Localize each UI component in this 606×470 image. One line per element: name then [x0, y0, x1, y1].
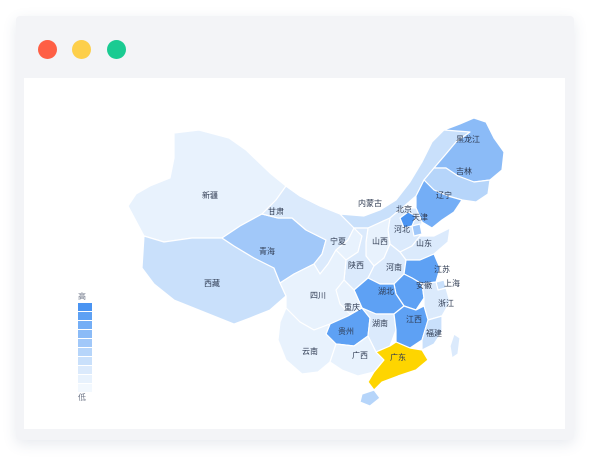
province-label-liaoning: 辽宁 — [436, 190, 452, 200]
province-label-chongqing: 重庆 — [344, 302, 360, 312]
province-label-shaanxi: 陕西 — [348, 260, 364, 270]
province-label-jilin: 吉林 — [456, 166, 472, 176]
province-label-hebei: 河北 — [394, 224, 410, 234]
province-tianjin[interactable] — [411, 223, 423, 237]
window-minimize-button[interactable] — [72, 40, 91, 59]
province-label-shanxi: 山西 — [372, 236, 388, 246]
legend-bar — [78, 312, 92, 320]
province-chongqing[interactable] — [335, 279, 363, 315]
window-titlebar — [16, 16, 574, 78]
province-label-beijing: 北京 — [396, 204, 412, 214]
province-label-heilongjiang: 黑龙江 — [456, 134, 480, 144]
province-label-gansu: 甘肃 — [268, 206, 284, 216]
province-fujian[interactable] — [421, 315, 443, 351]
province-liaoning[interactable] — [415, 179, 463, 229]
legend-low-label: 低 — [78, 393, 86, 402]
province-label-tianjin: 天津 — [412, 212, 428, 222]
window-zoom-button[interactable] — [107, 40, 126, 59]
province-label-zhejiang: 浙江 — [438, 298, 454, 308]
province-zhejiang[interactable] — [421, 281, 451, 321]
province-label-guangdong: 广东 — [390, 352, 406, 362]
legend-bar — [78, 384, 92, 392]
legend-bar — [78, 357, 92, 365]
legend-bar — [78, 303, 92, 311]
legend-bar — [78, 348, 92, 356]
province-label-guangxi: 广西 — [352, 350, 368, 360]
color-scale-legend: 高 低 — [78, 292, 98, 403]
window-close-button[interactable] — [38, 40, 57, 59]
legend-bar — [78, 339, 92, 347]
legend-bar — [78, 321, 92, 329]
province-guangdong[interactable] — [367, 341, 429, 391]
legend-color-bars — [78, 303, 98, 392]
province-label-jiangxi: 江西 — [406, 315, 422, 324]
province-label-fujian: 福建 — [426, 328, 442, 338]
province-label-xizang: 西藏 — [204, 278, 220, 288]
province-label-sichuan: 四川 — [310, 291, 326, 300]
legend-high-label: 高 — [78, 292, 86, 301]
legend-bar — [78, 375, 92, 383]
province-label-guizhou: 贵州 — [338, 326, 354, 336]
app-window: 新疆西藏 青海 甘肃 内蒙古 黑龙江吉林辽宁北京 天津 河北 山西 山东 宁夏陕西 河南 江苏上海 安徽… — [16, 16, 574, 440]
map-panel: 新疆西藏 青海 甘肃 内蒙古 黑龙江吉林辽宁北京 天津 河北 山西 山东 宁夏陕西 河南 江苏上海 安徽… — [24, 78, 565, 429]
province-xizang[interactable] — [141, 235, 287, 325]
province-label-hunan: 湖南 — [372, 318, 388, 328]
legend-bar — [78, 366, 92, 374]
province-taiwan[interactable] — [449, 333, 461, 359]
province-label-neimenggu: 内蒙古 — [358, 198, 382, 208]
province-hainan[interactable] — [359, 389, 381, 407]
province-label-yunnan: 云南 — [302, 346, 318, 356]
province-label-shanghai: 上海 — [444, 278, 460, 288]
province-label-qinghai: 青海 — [259, 246, 275, 256]
province-label-ningxia: 宁夏 — [330, 236, 346, 246]
province-beijing[interactable] — [399, 211, 417, 229]
province-label-xinjiang: 新疆 — [202, 190, 218, 200]
province-label-jiangsu: 江苏 — [434, 264, 450, 274]
province-label-shandong: 山东 — [416, 238, 432, 248]
province-label-anhui: 安徽 — [416, 280, 432, 290]
province-label-hubei: 湖北 — [378, 287, 394, 296]
legend-bar — [78, 330, 92, 338]
province-label-henan: 河南 — [386, 262, 402, 272]
